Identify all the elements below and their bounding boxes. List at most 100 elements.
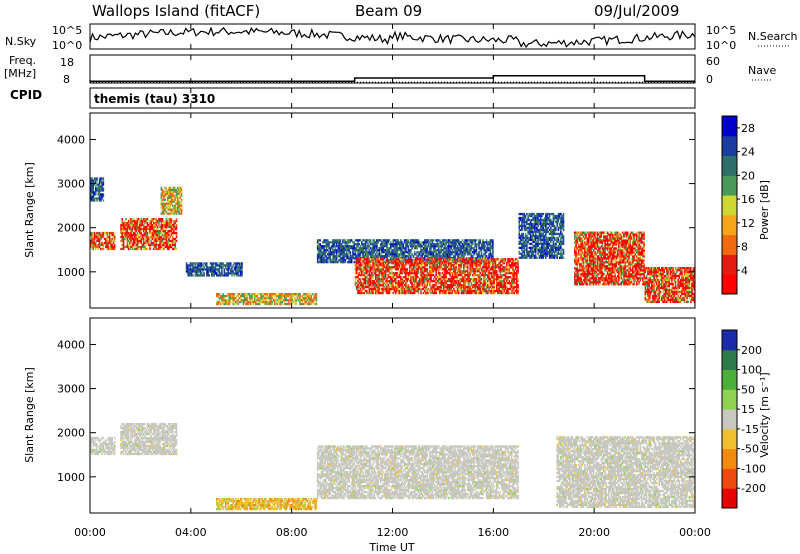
data-cell	[502, 285, 504, 289]
data-cell	[533, 244, 536, 247]
data-cell	[304, 302, 306, 306]
data-cell	[160, 222, 163, 225]
data-cell	[200, 268, 203, 271]
data-cell	[171, 186, 174, 189]
data-cell	[173, 208, 175, 211]
data-cell	[168, 224, 170, 227]
data-cell	[96, 183, 98, 186]
data-cell	[233, 272, 236, 275]
data-cell	[413, 251, 416, 254]
data-cell	[376, 276, 378, 279]
data-cell	[493, 285, 495, 289]
data-cell	[493, 287, 495, 291]
data-cell	[403, 257, 406, 260]
freq-unit: [MHz]	[4, 67, 36, 80]
data-cell	[177, 192, 179, 195]
data-cell	[470, 278, 473, 281]
data-cell	[145, 237, 148, 241]
data-cell	[315, 293, 318, 296]
data-cell	[425, 268, 427, 271]
data-cell	[357, 274, 359, 277]
data-cell	[456, 249, 459, 252]
data-cell	[524, 256, 527, 259]
data-cell	[471, 270, 474, 273]
data-cell	[502, 266, 504, 269]
data-cell	[246, 302, 248, 306]
data-cell	[441, 268, 444, 271]
data-cell	[166, 202, 169, 205]
data-cell	[171, 224, 174, 227]
data-cell	[504, 270, 507, 273]
data-cell	[384, 251, 387, 254]
data-cell	[397, 262, 400, 265]
data-cell	[363, 247, 366, 250]
data-cell	[529, 228, 532, 232]
data-cell	[421, 249, 424, 252]
data-cell	[398, 284, 401, 287]
data-cell	[479, 287, 482, 291]
data-cell	[424, 291, 426, 295]
data-cell	[219, 274, 222, 277]
data-cell	[160, 202, 163, 205]
data-cell	[441, 245, 444, 248]
noise-panel: N.Sky 10^5 10^0 10^5 10^0 N.Search	[5, 23, 798, 52]
data-cell	[391, 255, 393, 258]
data-cell	[171, 225, 174, 229]
data-cell	[185, 262, 188, 265]
data-cell	[120, 231, 122, 235]
data-cell	[164, 208, 166, 211]
data-cell	[448, 249, 450, 252]
data-cell	[463, 260, 465, 263]
data-cell	[410, 251, 412, 254]
data-cell	[374, 287, 377, 291]
data-cell	[169, 225, 171, 229]
data-cell	[146, 235, 149, 239]
data-cell	[442, 287, 445, 291]
data-cell	[463, 245, 465, 248]
data-cell	[359, 266, 362, 269]
data-cell	[96, 197, 98, 200]
data-cell	[338, 245, 340, 248]
data-cell	[440, 264, 442, 267]
data-cell	[364, 264, 367, 267]
data-cell	[421, 260, 424, 263]
data-cell	[529, 242, 532, 245]
data-cell	[455, 280, 458, 283]
data-cell	[479, 239, 482, 242]
data-cell	[304, 300, 306, 304]
data-cell	[492, 260, 494, 263]
data-cell	[240, 299, 242, 302]
data-cell	[498, 280, 500, 283]
data-cell	[406, 278, 408, 281]
data-cell	[372, 245, 374, 248]
data-cell	[485, 282, 488, 285]
data-cell	[342, 247, 344, 250]
data-cell	[429, 272, 431, 275]
data-cell	[129, 247, 131, 251]
data-cell	[412, 241, 415, 244]
data-cell	[155, 231, 158, 235]
data-cell	[406, 241, 408, 244]
data-cell	[532, 254, 534, 257]
data-cell	[529, 250, 532, 253]
data-cell	[137, 220, 140, 223]
data-cell	[227, 270, 229, 273]
data-cell	[485, 270, 488, 273]
data-cell	[458, 260, 460, 263]
data-cell	[444, 266, 446, 269]
data-cell	[329, 247, 332, 250]
data-cell	[366, 241, 368, 244]
data-cell	[410, 255, 412, 258]
data-cell	[262, 297, 265, 300]
data-cell	[476, 291, 479, 295]
data-cell	[174, 206, 176, 209]
data-cell	[382, 241, 384, 244]
data-cell	[343, 255, 345, 258]
data-cell	[219, 302, 222, 306]
data-cell	[188, 268, 190, 271]
data-cell	[324, 261, 326, 264]
data-cell	[91, 179, 93, 182]
data-cell	[500, 280, 503, 283]
data-cell	[121, 229, 124, 233]
data-cell	[417, 280, 420, 283]
